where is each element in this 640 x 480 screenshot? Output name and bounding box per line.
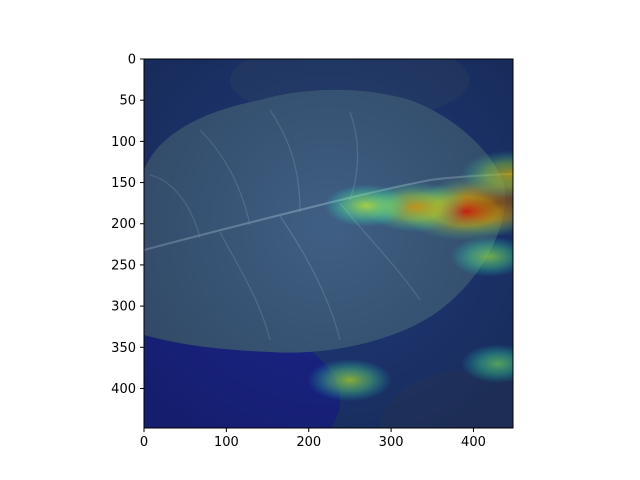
y-tick-label: 150 xyxy=(111,176,136,191)
y-tick-label: 200 xyxy=(111,217,136,232)
y-tick-label: 300 xyxy=(111,300,136,315)
image-vignette xyxy=(144,59,513,428)
plot-frame xyxy=(143,58,514,429)
y-tick-label: 100 xyxy=(111,135,136,150)
y-tick-label: 250 xyxy=(111,258,136,273)
x-tick-label: 200 xyxy=(296,435,321,450)
plot-area xyxy=(144,59,513,428)
y-tick-label: 50 xyxy=(119,94,136,109)
y-tick-label: 350 xyxy=(111,341,136,356)
y-tick-label: 400 xyxy=(111,382,136,397)
x-tick-label: 400 xyxy=(461,435,486,450)
y-tick-label: 0 xyxy=(128,53,136,68)
x-tick-label: 0 xyxy=(140,435,148,450)
y-axis: 0 50 100 150 200 250 300 350 400 xyxy=(111,53,144,397)
x-tick-label: 300 xyxy=(379,435,404,450)
x-axis: 0 100 200 300 400 xyxy=(140,428,486,450)
x-tick-label: 100 xyxy=(214,435,239,450)
